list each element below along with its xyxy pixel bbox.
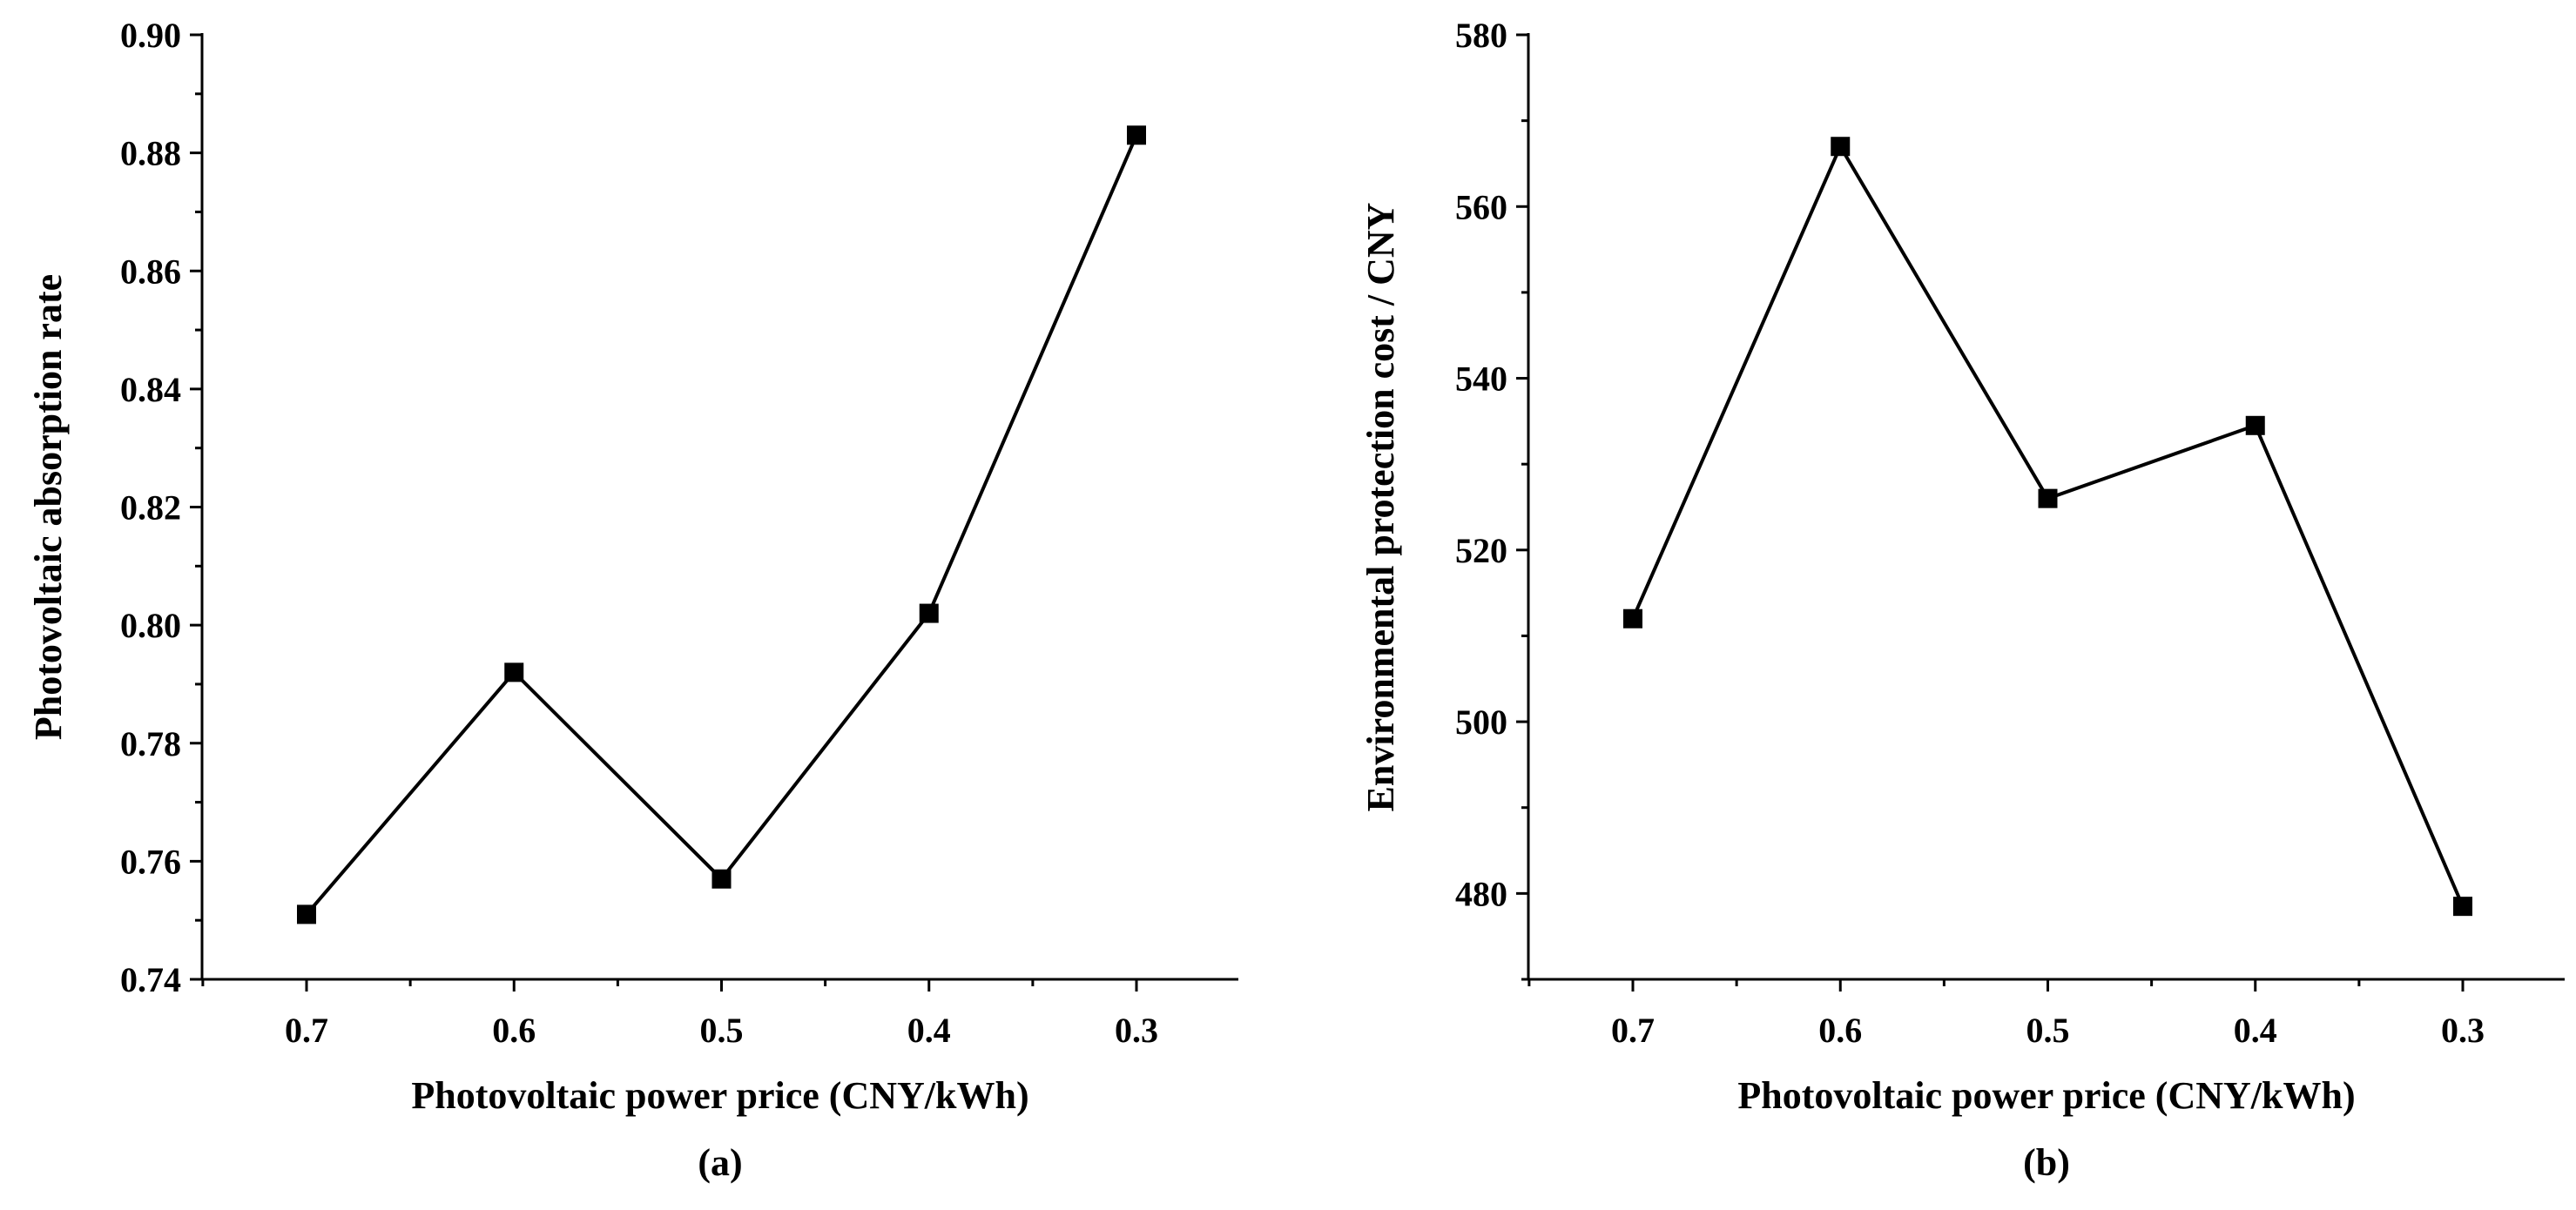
series-line xyxy=(305,134,1138,916)
data-point-marker xyxy=(919,603,939,623)
data-point-marker xyxy=(504,662,524,682)
y-tick-label: 500 xyxy=(1455,702,1507,742)
data-point-marker xyxy=(2245,415,2265,435)
data-point-marker xyxy=(1831,137,1851,157)
y-tick-label: 580 xyxy=(1455,16,1507,55)
y-tick-label: 0.80 xyxy=(120,606,181,645)
y-tick-label: 0.74 xyxy=(120,960,181,999)
x-tick-label: 0.5 xyxy=(2026,1011,2070,1050)
x-axis-label: Photovoltaic power price (CNY/kWh) xyxy=(411,1074,1028,1117)
y-tick-label: 0.78 xyxy=(120,724,181,763)
data-point-marker xyxy=(2453,897,2472,917)
y-axis-label: Photovoltaic absorption rate xyxy=(27,274,70,740)
y-tick-label: 480 xyxy=(1455,874,1507,913)
y-tick-label: 0.90 xyxy=(120,16,181,55)
y-tick-label: 0.76 xyxy=(120,842,181,881)
series-line xyxy=(1631,142,2465,907)
y-tick-label: 560 xyxy=(1455,187,1507,226)
y-tick-label: 0.86 xyxy=(120,252,181,291)
y-tick-label: 0.88 xyxy=(120,134,181,173)
y-tick-label: 520 xyxy=(1455,531,1507,570)
x-tick-label: 0.7 xyxy=(1611,1011,1655,1050)
chart-b: 480 500 520 540 560 580 0.7 0.6 0.5 0.4 0.3 Photovo… xyxy=(1359,16,2565,1184)
x-tick-label: 0.6 xyxy=(1818,1011,1862,1050)
data-point-marker xyxy=(2038,488,2058,508)
data-point-marker xyxy=(297,904,316,924)
x-tick-label: 0.4 xyxy=(907,1011,951,1050)
x-tick-label: 0.3 xyxy=(1115,1011,1158,1050)
x-tick-label: 0.4 xyxy=(2234,1011,2277,1050)
subfigure-caption: (a) xyxy=(698,1141,742,1184)
x-tick-label: 0.3 xyxy=(2441,1011,2485,1050)
y-tick-label: 0.82 xyxy=(120,488,181,528)
x-tick-label: 0.7 xyxy=(285,1011,328,1050)
data-point-marker xyxy=(1623,608,1642,629)
y-tick-label: 540 xyxy=(1455,360,1507,399)
x-tick-label: 0.5 xyxy=(700,1011,744,1050)
data-point-marker xyxy=(1127,125,1146,145)
chart-a: 0.74 0.76 0.78 0.80 0.82 0.84 0.86 0.88 0.90 0.7 0… xyxy=(27,16,1238,1184)
data-point-marker xyxy=(711,869,732,889)
y-axis-label: Environmental protection cost / CNY xyxy=(1359,203,1402,812)
y-tick-label: 0.84 xyxy=(120,370,181,409)
subfigure-caption: (b) xyxy=(2023,1141,2070,1184)
x-axis-label: Photovoltaic power price (CNY/kWh) xyxy=(1737,1074,2355,1117)
x-tick-label: 0.6 xyxy=(492,1011,536,1050)
